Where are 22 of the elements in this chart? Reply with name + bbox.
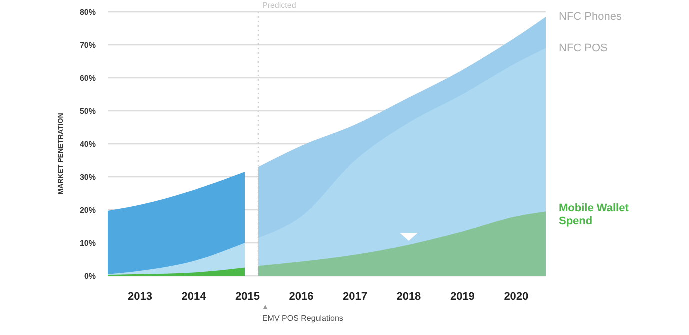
x-tick-label: 2016 — [289, 291, 314, 303]
x-tick-label: 2015 — [235, 291, 260, 303]
x-tick-label: 2020 — [504, 291, 529, 303]
y-tick-label: 10% — [80, 239, 96, 248]
x-tick-label: 2014 — [182, 291, 208, 303]
text: EMV POS Regulations — [262, 314, 344, 323]
x-tick-label: 2018 — [396, 291, 422, 303]
series-label: NFC POS — [559, 42, 608, 54]
y-tick-label: 20% — [80, 206, 96, 215]
x-tick-label: 2017 — [342, 291, 368, 303]
y-tick-label: 60% — [80, 74, 96, 83]
y-tick-label: 70% — [80, 41, 96, 50]
y-tick-label: 80% — [80, 8, 96, 17]
y-tick-label: 40% — [80, 140, 96, 149]
y-tick-label: 30% — [80, 173, 96, 182]
x-tick-label: 2013 — [128, 291, 152, 303]
series-label: Mobile Wallet Spend — [559, 202, 630, 228]
x-tick-label: 2019 — [450, 291, 475, 303]
series-label: NFC Phones — [559, 10, 622, 23]
y-tick-label: 50% — [80, 107, 96, 116]
ref-line-label: Predicted — [262, 1, 296, 10]
y-tick-label: 0% — [84, 272, 96, 281]
